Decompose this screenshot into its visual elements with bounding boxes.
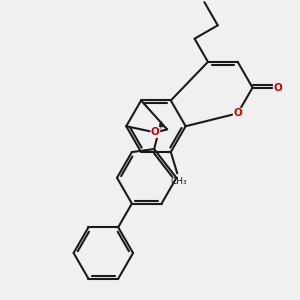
- Text: O: O: [273, 82, 282, 93]
- Text: O: O: [151, 128, 160, 137]
- Text: O: O: [233, 108, 242, 118]
- Text: CH₃: CH₃: [170, 177, 187, 186]
